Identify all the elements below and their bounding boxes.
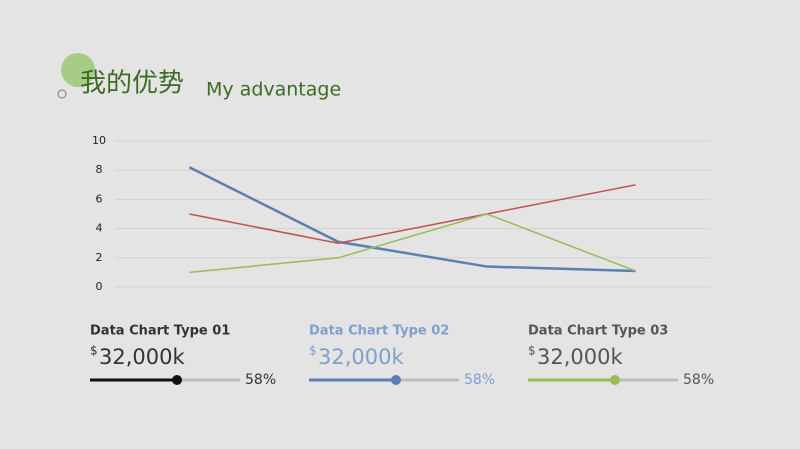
stat-currency: $ [528, 344, 536, 358]
progress-knob [610, 375, 620, 385]
y-tick-label: 8 [96, 163, 103, 176]
stat-currency: $ [309, 344, 317, 358]
stats: Data Chart Type 01 $ 32,000k 58% Data Chart … [90, 324, 714, 388]
progress-knob [172, 375, 182, 385]
progress-label: 58% [245, 372, 276, 388]
y-tick-label: 10 [92, 134, 106, 147]
stat-currency: $ [90, 344, 98, 358]
stat-amount: 32,000k [99, 345, 185, 369]
y-tick-label: 0 [96, 280, 103, 293]
decor-ring [57, 89, 67, 99]
line-series [189, 184, 636, 244]
stat-amount: 32,000k [318, 345, 404, 369]
y-tick-label: 6 [96, 192, 103, 205]
slide-subtitle: My advantage [206, 79, 341, 101]
stat-title: Data Chart Type 02 [309, 324, 449, 339]
y-tick-label: 2 [96, 251, 103, 264]
stat-title: Data Chart Type 01 [90, 324, 230, 339]
line-series [188, 166, 636, 273]
stat-amount: 32,000k [537, 345, 623, 369]
y-tick-label: 4 [96, 222, 103, 235]
progress-label: 58% [464, 372, 495, 388]
slide-title: 我的优势 [80, 69, 184, 99]
progress-label: 58% [683, 372, 714, 388]
stat-title: Data Chart Type 03 [528, 324, 668, 339]
chart: 0 2 4 6 8 10 [92, 134, 710, 293]
progress-knob [391, 375, 401, 385]
line-series [189, 213, 636, 274]
decor-circle [61, 53, 95, 87]
